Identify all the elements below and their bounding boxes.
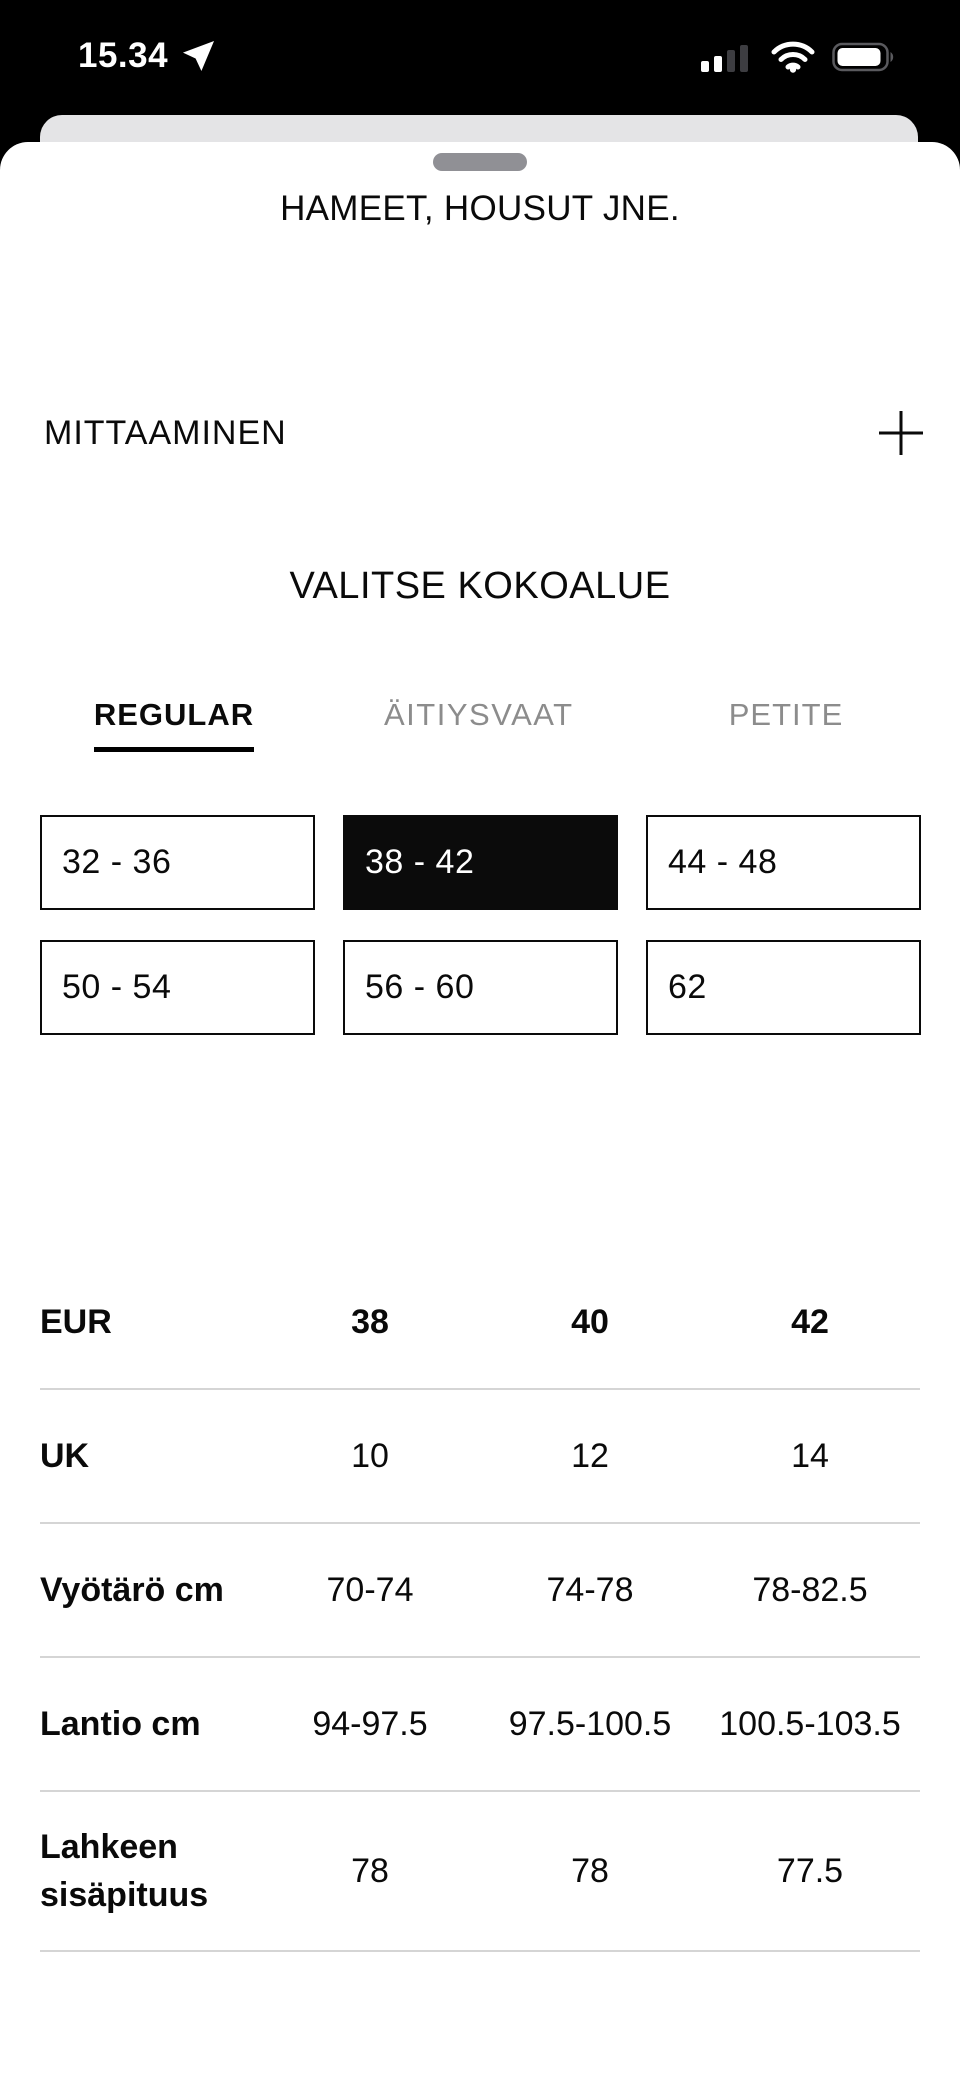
measuring-accordion-row[interactable]: MITTAAMINEN [44,408,924,458]
tab-petite[interactable]: PETITE [728,697,844,732]
plus-icon[interactable] [878,410,924,456]
tab-maternity[interactable]: ÄITIYSVAAT [384,697,574,732]
accordion-label: MITTAAMINEN [44,413,287,452]
cell-value: 78 [351,1851,389,1890]
cell-value: 12 [571,1436,609,1475]
row-label: EUR [40,1303,112,1341]
size-range-grid: 32 - 36 38 - 42 44 - 48 50 - 54 56 - 60 … [40,815,922,1035]
table-row-inseam: Lahkeen sisäpituus 78 78 77.5 [40,1792,920,1952]
cell-value: 70-74 [326,1570,414,1609]
size-range-button-62[interactable]: 62 [646,940,921,1035]
tab-regular[interactable]: REGULAR [78,697,270,752]
wifi-icon [771,41,815,73]
size-area-heading: VALITSE KOKOALUE [289,565,671,607]
grabber-handle[interactable] [433,153,527,171]
cell-value: 97.5-100.5 [508,1704,672,1743]
cell-value: 78-82.5 [752,1570,868,1609]
cell-value: 38 [351,1302,389,1341]
size-table: EUR 38 40 42 UK 10 12 14 Vyötärö cm 70-7… [40,1256,920,1952]
status-bar: 15.34 [0,0,960,115]
cell-value: 100.5-103.5 [719,1704,901,1743]
size-range-button-38-42[interactable]: 38 - 42 [343,815,618,910]
table-row-hip: Lantio cm 94-97.5 97.5-100.5 100.5-103.5 [40,1658,920,1792]
cell-value: 94-97.5 [312,1704,428,1743]
cell-value: 77.5 [776,1851,844,1890]
cell-value: 40 [571,1302,609,1341]
cell-value: 74-78 [546,1570,634,1609]
location-arrow-icon [183,40,215,71]
size-range-button-50-54[interactable]: 50 - 54 [40,940,315,1035]
row-label: UK [40,1437,90,1475]
cell-value: 42 [791,1302,829,1341]
size-guide-sheet: HAMEET, HOUSUT JNE. MITTAAMINEN VALITSE … [0,142,960,2078]
row-label: Vyötärö cm [40,1571,224,1609]
cell-value: 14 [791,1436,829,1475]
table-row-eur: EUR 38 40 42 [40,1256,920,1390]
status-time: 15.34 [78,36,169,75]
battery-icon [832,42,894,72]
cellular-signal-icon [701,45,748,72]
table-row-uk: UK 10 12 14 [40,1390,920,1524]
sheet-title: HAMEET, HOUSUT JNE. [280,189,680,228]
cell-value: 10 [351,1436,389,1475]
size-range-button-44-48[interactable]: 44 - 48 [646,815,921,910]
table-row-waist: Vyötärö cm 70-74 74-78 78-82.5 [40,1524,920,1658]
size-type-tabs: REGULAR ÄITIYSVAAT PETITE [0,697,960,752]
row-label: Lahkeen sisäpituus [40,1828,209,1914]
size-range-button-32-36[interactable]: 32 - 36 [40,815,315,910]
size-range-button-56-60[interactable]: 56 - 60 [343,940,618,1035]
cell-value: 78 [571,1851,609,1890]
row-label: Lantio cm [40,1705,201,1743]
